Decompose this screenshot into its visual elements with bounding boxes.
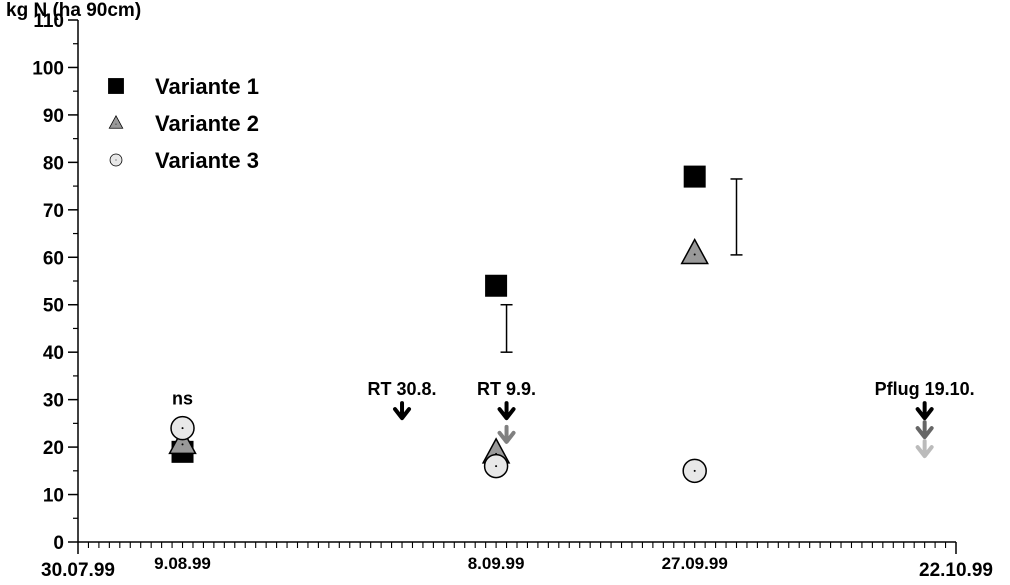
series-3-point-center-dot (495, 465, 498, 468)
legend-marker-2 (108, 114, 124, 129)
error-bar (730, 178, 743, 256)
annotation-label: ns (172, 388, 193, 408)
error-bars (500, 178, 743, 353)
down-arrow-icon (915, 420, 934, 440)
legend-marker-3-center-dot (115, 159, 117, 161)
annotation-label: RT 9.9. (477, 379, 536, 399)
annotation-label: RT 30.8. (368, 379, 437, 399)
y-tick-label: 110 (33, 11, 64, 32)
y-tick-label: 10 (43, 486, 64, 507)
down-arrow-icon (393, 401, 412, 421)
x-date-label: 8.09.99 (468, 554, 525, 573)
y-axis-label: kg N (ha 90cm) (6, 0, 141, 21)
x-tick-label-end: 22.10.99 (919, 560, 993, 581)
series-2-point (680, 237, 709, 265)
legend-label-2: Variante 2 (155, 111, 259, 136)
y-tick-label: 90 (43, 106, 64, 127)
annotations: ns RT 30.8. RT 9.9. Pflug 19.10. (172, 379, 975, 459)
series-2-point-shape (168, 427, 197, 455)
x-date-label: 27.09.99 (662, 554, 728, 573)
series-3-point (483, 453, 509, 479)
series-1-point (683, 165, 706, 188)
series-3-point-center-dot (693, 469, 696, 472)
x-date-label: 9.08.99 (154, 554, 211, 573)
legend-marker-1 (108, 78, 124, 94)
y-tick-label: 40 (43, 343, 64, 364)
down-arrow-icon (497, 401, 516, 421)
down-arrow-icon (915, 401, 934, 421)
y-tick-label: 30 (43, 391, 64, 412)
series-3-point (170, 415, 195, 441)
y-tick-label: 20 (43, 438, 64, 459)
annotation-label: Pflug 19.10. (875, 379, 975, 399)
series-2-point-center-dot (181, 443, 184, 446)
legend-marker-2-shape (108, 114, 124, 129)
series-2-point (168, 427, 197, 455)
x-tick-label-start: 30.07.99 (41, 560, 115, 581)
y-tick-label: 70 (43, 201, 64, 222)
series-2-point-shape (680, 237, 709, 265)
error-bar (500, 303, 513, 353)
legend-marker-2-center-dot (115, 123, 117, 125)
legend-label-3: Variante 3 (155, 148, 259, 173)
axes: 0 10 20 30 40 50 60 70 80 90 100 110 30.07.99 22.10.9… (32, 11, 993, 581)
data-markers (168, 165, 709, 484)
y-tick-label: 100 (32, 58, 64, 79)
series-2-point-center-dot (693, 253, 696, 256)
series-1-point (485, 274, 508, 297)
legend-label-1: Variante 1 (155, 74, 259, 99)
y-tick-label: 60 (43, 248, 64, 269)
y-tick-label: 0 (53, 533, 64, 554)
legend-marker-3 (109, 153, 123, 167)
y-tick-label: 80 (43, 153, 64, 174)
down-arrow-icon (497, 424, 516, 444)
down-arrow-icon (915, 439, 934, 459)
y-tick-label: 50 (43, 296, 64, 317)
series-3-point (682, 458, 707, 484)
series-3-point-center-dot (181, 427, 184, 430)
legend: Variante 1 Variante 2 Variante 3 (108, 74, 259, 173)
